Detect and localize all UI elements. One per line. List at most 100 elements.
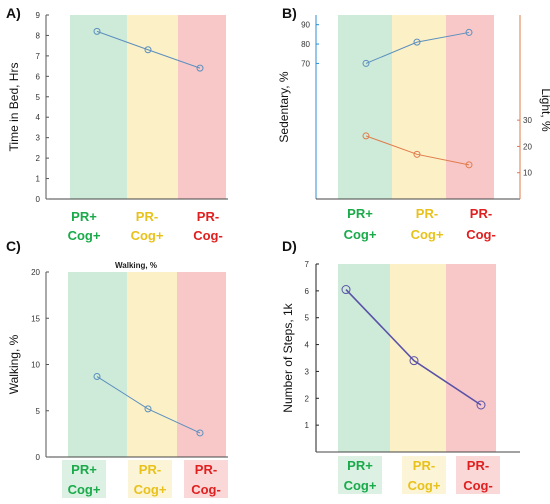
category-band bbox=[392, 15, 446, 199]
category-label-bottom: Cog+ bbox=[344, 478, 377, 493]
category-label-top: PR+ bbox=[347, 206, 373, 221]
category-label-top: PR- bbox=[139, 462, 161, 477]
y-axis-title: Number of Steps, 1k bbox=[281, 302, 295, 412]
category-label-top: PR+ bbox=[347, 458, 373, 473]
y-tick-label: 90 bbox=[301, 21, 310, 30]
y-tick-label: 5 bbox=[36, 93, 41, 102]
y-tick-label: 70 bbox=[301, 59, 310, 68]
category-label-bottom: Cog+ bbox=[408, 478, 441, 493]
data-point bbox=[341, 285, 351, 295]
category-label-top: PR- bbox=[136, 209, 158, 224]
y-tick-label: 7 bbox=[36, 52, 41, 61]
data-point bbox=[93, 373, 101, 381]
y-tick-label: 9 bbox=[36, 11, 41, 20]
y-tick-label: 5 bbox=[305, 314, 310, 323]
y-tick-label: 6 bbox=[36, 72, 41, 81]
series-line bbox=[96, 30, 201, 69]
category-label-top: PR+ bbox=[71, 462, 97, 477]
category-label-bg bbox=[338, 456, 382, 494]
y-tick-label: 80 bbox=[301, 40, 310, 49]
data-point bbox=[409, 356, 419, 366]
category-label-bottom: Cog+ bbox=[68, 228, 101, 243]
y-tick-label: 6 bbox=[305, 287, 310, 296]
data-point bbox=[413, 150, 421, 158]
category-label-bg bbox=[62, 460, 106, 498]
category-label-bottom: Cog- bbox=[193, 228, 223, 243]
category-band bbox=[390, 264, 446, 452]
data-point bbox=[465, 28, 473, 36]
category-band bbox=[127, 272, 177, 457]
series-line bbox=[365, 135, 470, 166]
category-band bbox=[70, 15, 127, 199]
y-axis-title: Time in Bed, Hrs bbox=[7, 63, 21, 152]
category-band bbox=[127, 15, 178, 199]
y-tick-label: 5 bbox=[36, 407, 41, 416]
y-axis-title: Sedentary, % bbox=[277, 71, 291, 142]
y-tick-label: 0 bbox=[36, 195, 41, 204]
panel-c: C) 0 5 10 15 20 Walking, % Walking, % PR+ Cog+ PR-… bbox=[6, 238, 228, 498]
data-point bbox=[196, 64, 204, 72]
category-label-top: PR- bbox=[195, 462, 217, 477]
chart-title: Walking, % bbox=[115, 261, 157, 270]
category-label-bottom: Cog+ bbox=[134, 482, 167, 497]
y-tick-label: 2 bbox=[36, 154, 41, 163]
category-label-top: PR- bbox=[413, 458, 435, 473]
category-band bbox=[178, 15, 226, 199]
category-label-top: PR+ bbox=[71, 209, 97, 224]
category-label-bottom: Cog+ bbox=[68, 482, 101, 497]
data-point bbox=[144, 46, 152, 54]
y-axis-title-right: Light, % bbox=[539, 88, 550, 132]
y-tick-label: 3 bbox=[36, 134, 41, 143]
panel-label: D) bbox=[282, 238, 297, 254]
category-label-bg bbox=[128, 460, 172, 498]
category-label-bg bbox=[456, 456, 500, 494]
y-tick-label: 4 bbox=[305, 341, 310, 350]
y-tick-label: 1 bbox=[305, 421, 310, 430]
category-label-bottom: Cog- bbox=[466, 227, 496, 242]
panel-d: D) 1 2 3 4 5 6 7 Number of Steps, 1k PR+ Cog+ PR- Co… bbox=[281, 238, 520, 494]
category-label-bottom: Cog+ bbox=[411, 227, 444, 242]
category-label-bottom: Cog- bbox=[463, 478, 493, 493]
data-point bbox=[144, 405, 152, 413]
y-tick-label: 4 bbox=[36, 113, 41, 122]
y-tick-label: 8 bbox=[36, 31, 41, 40]
y-tick-label: 7 bbox=[305, 260, 310, 269]
y-tick-label: 3 bbox=[305, 367, 310, 376]
panel-b: B) 70 80 90 Sedentary, % 10 20 30 Light, % PR+ Cog… bbox=[277, 5, 550, 242]
panel-label: C) bbox=[6, 238, 21, 254]
data-point bbox=[362, 132, 370, 140]
data-point bbox=[465, 161, 473, 169]
panel-label: A) bbox=[6, 5, 21, 21]
category-band bbox=[68, 272, 127, 457]
category-label-bottom: Cog+ bbox=[344, 227, 377, 242]
data-point bbox=[476, 400, 486, 410]
category-label-top: PR- bbox=[416, 206, 438, 221]
y-tick-label: 1 bbox=[36, 175, 41, 184]
y-tick-label: 2 bbox=[305, 394, 310, 403]
category-band bbox=[446, 264, 496, 452]
y-tick-label: 15 bbox=[31, 314, 40, 323]
series-line bbox=[345, 288, 482, 406]
panel-a: A) 0 1 2 3 4 5 6 7 8 9 Time in Bed, Hrs PR+ Cog+ PR- Co… bbox=[6, 5, 228, 243]
category-band bbox=[338, 15, 392, 199]
y-axis-title: Walking, % bbox=[7, 334, 21, 394]
data-point bbox=[196, 429, 204, 437]
category-band bbox=[338, 264, 390, 452]
category-label-top: PR- bbox=[467, 458, 489, 473]
y-tick-label: 10 bbox=[31, 361, 40, 370]
panel-label: B) bbox=[282, 5, 297, 21]
data-point bbox=[413, 38, 421, 46]
category-band bbox=[177, 272, 226, 457]
data-point bbox=[362, 59, 370, 67]
series-line bbox=[365, 31, 470, 64]
y-tick-label: 0 bbox=[36, 453, 41, 462]
data-point bbox=[93, 27, 101, 35]
y-tick-label: 20 bbox=[31, 268, 40, 277]
category-label-bg bbox=[402, 456, 446, 494]
category-band bbox=[446, 15, 494, 199]
series-line bbox=[96, 376, 201, 434]
y-tick-label-right: 10 bbox=[523, 169, 532, 178]
category-label-top: PR- bbox=[197, 209, 219, 224]
category-label-bottom: Cog- bbox=[191, 482, 221, 497]
